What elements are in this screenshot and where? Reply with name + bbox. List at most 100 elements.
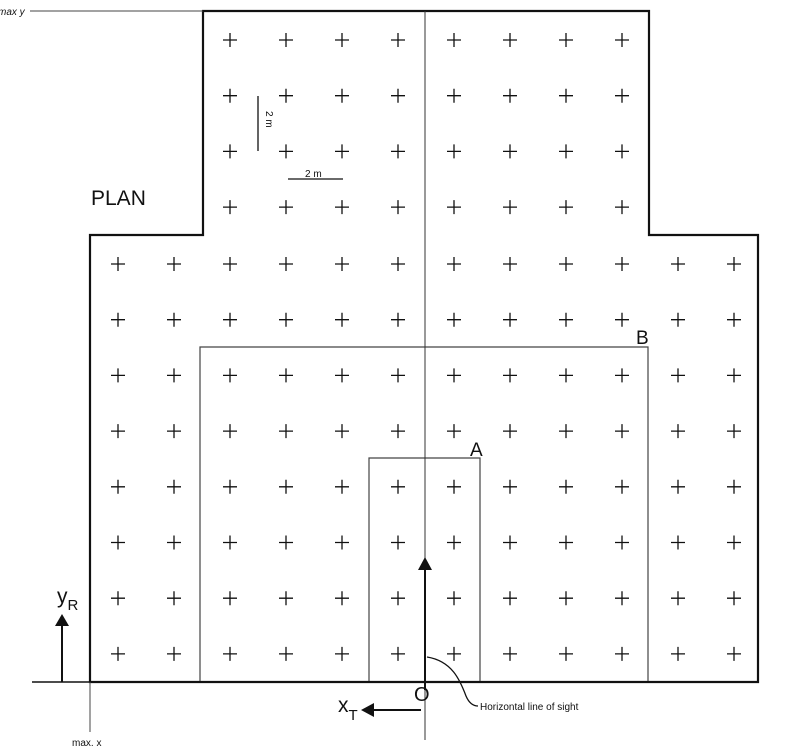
grid-cross <box>559 479 573 494</box>
grid-cross <box>279 33 293 47</box>
grid-cross <box>223 646 237 661</box>
grid-cross <box>111 479 125 494</box>
grid-cross <box>111 535 125 550</box>
grid-cross <box>615 33 629 47</box>
grid-cross <box>279 200 293 215</box>
grid-cross <box>111 646 125 661</box>
grid-cross <box>167 257 181 271</box>
grid-cross <box>167 479 181 494</box>
grid-cross <box>335 33 349 47</box>
max-y-label: max y <box>0 7 26 18</box>
grid-cross <box>503 368 517 383</box>
grid-cross <box>391 479 405 494</box>
grid-cross <box>727 479 741 494</box>
grid-cross <box>671 646 685 661</box>
grid-cross <box>727 257 741 271</box>
grid-cross <box>391 368 405 383</box>
grid-cross <box>111 257 125 271</box>
grid-cross <box>335 591 349 606</box>
grid-cross <box>279 312 293 327</box>
x-axis-arrow-head <box>361 703 374 717</box>
grid-cross <box>447 144 461 159</box>
scale-horizontal-label: 2 m <box>305 169 322 180</box>
grid-cross <box>447 591 461 606</box>
grid-cross <box>223 88 237 103</box>
grid-cross <box>335 424 349 439</box>
room-outline <box>88 9 760 684</box>
grid-cross <box>223 312 237 327</box>
grid-cross <box>447 368 461 383</box>
grid-cross <box>447 535 461 550</box>
grid-cross <box>727 312 741 327</box>
grid-cross <box>391 646 405 661</box>
grid-cross <box>727 646 741 661</box>
grid-cross <box>391 591 405 606</box>
grid-cross <box>727 591 741 606</box>
grid-cross <box>671 257 685 271</box>
x-axis-label-sub: T <box>349 707 358 724</box>
grid-cross <box>167 312 181 327</box>
grid-cross <box>167 591 181 606</box>
grid-cross <box>503 479 517 494</box>
region-a-label: A <box>470 440 483 461</box>
max-x-label: max. x <box>72 738 101 749</box>
grid-cross <box>727 424 741 439</box>
grid-cross <box>559 535 573 550</box>
grid-cross <box>391 424 405 439</box>
grid-cross <box>223 535 237 550</box>
line-of-sight-leader <box>426 656 479 707</box>
grid-cross <box>223 368 237 383</box>
grid-cross <box>503 424 517 439</box>
view-arrow-head <box>418 557 432 570</box>
y-axis-label-main: y <box>57 585 68 608</box>
grid-cross <box>615 144 629 159</box>
grid-cross <box>335 200 349 215</box>
grid-cross <box>279 88 293 103</box>
grid-cross <box>615 479 629 494</box>
grid-cross <box>223 424 237 439</box>
grid-cross <box>279 591 293 606</box>
grid-cross <box>167 424 181 439</box>
grid-cross <box>111 591 125 606</box>
grid-cross <box>279 479 293 494</box>
grid-cross <box>223 200 237 215</box>
grid-cross <box>391 312 405 327</box>
grid-cross <box>615 646 629 661</box>
grid-cross <box>391 535 405 550</box>
grid-cross <box>503 88 517 103</box>
grid-cross <box>615 368 629 383</box>
grid-cross <box>335 312 349 327</box>
y-axis-label: yR <box>57 585 79 614</box>
grid-cross <box>447 479 461 494</box>
grid-cross <box>223 591 237 606</box>
grid-cross <box>671 535 685 550</box>
grid-cross <box>335 535 349 550</box>
grid-cross <box>671 424 685 439</box>
grid-cross <box>447 200 461 215</box>
grid-cross <box>671 591 685 606</box>
grid-cross <box>727 535 741 550</box>
grid-cross <box>335 479 349 494</box>
scale-vertical-label: 2 m <box>263 111 274 128</box>
origin-label: O <box>414 684 430 706</box>
grid-cross <box>503 257 517 271</box>
grid-cross <box>559 200 573 215</box>
grid-cross <box>559 368 573 383</box>
y-axis-label-sub: R <box>68 597 79 614</box>
grid-cross <box>391 88 405 103</box>
grid-cross <box>223 257 237 271</box>
grid-cross <box>447 33 461 47</box>
grid-cross <box>335 88 349 103</box>
grid-cross <box>559 144 573 159</box>
line-of-sight-label: Horizontal line of sight <box>480 702 579 713</box>
grid-cross <box>167 368 181 383</box>
grid-cross <box>279 535 293 550</box>
x-axis-label-main: x <box>338 694 349 717</box>
grid-cross <box>335 257 349 271</box>
grid-cross <box>279 257 293 271</box>
grid-cross <box>391 200 405 215</box>
grid-cross <box>503 144 517 159</box>
grid-cross <box>615 424 629 439</box>
grid-cross <box>503 646 517 661</box>
